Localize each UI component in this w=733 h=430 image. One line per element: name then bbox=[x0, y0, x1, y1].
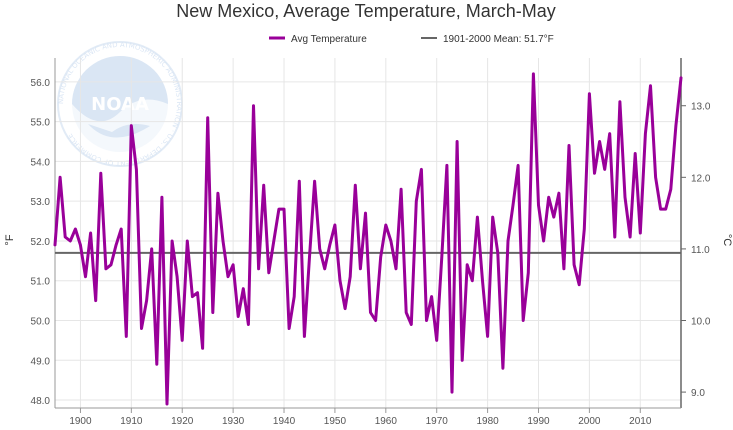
x-tick-label: 2000 bbox=[578, 416, 601, 427]
x-tick-label: 1950 bbox=[324, 416, 347, 427]
y-axis-title-left: °F bbox=[4, 234, 16, 245]
legend-label-mean: 1901-2000 Mean: 51.7°F bbox=[443, 34, 554, 45]
x-tick-label: 1930 bbox=[222, 416, 245, 427]
legend-label-avg-temperature: Avg Temperature bbox=[291, 34, 367, 45]
y-tick-label-left: 53.0 bbox=[31, 197, 51, 208]
y-tick-label-left: 55.0 bbox=[31, 118, 51, 129]
y-tick-label-left: 54.0 bbox=[31, 157, 51, 168]
x-tick-label: 1980 bbox=[476, 416, 499, 427]
y-tick-label-right: 9.0 bbox=[691, 388, 705, 399]
x-tick-label: 1920 bbox=[171, 416, 194, 427]
x-tick-label: 1970 bbox=[426, 416, 449, 427]
y-tick-label-right: 10.0 bbox=[691, 317, 711, 328]
noaa-logo: NOAA NATIONAL OCEANIC AND ATMOSPHERIC AD… bbox=[57, 41, 183, 167]
y-tick-label-left: 48.0 bbox=[31, 396, 51, 407]
y-tick-label-left: 51.0 bbox=[31, 277, 51, 288]
x-tick-label: 1960 bbox=[375, 416, 398, 427]
y-axis-title-right: °C bbox=[721, 234, 733, 246]
y-tick-label-left: 49.0 bbox=[31, 356, 51, 367]
y-tick-label-left: 56.0 bbox=[31, 78, 51, 89]
legend: Avg Temperature 1901-2000 Mean: 51.7°F bbox=[269, 34, 554, 45]
y-tick-label-left: 50.0 bbox=[31, 317, 51, 328]
y-tick-label-right: 13.0 bbox=[691, 102, 711, 113]
y-tick-label-right: 11.0 bbox=[691, 245, 710, 256]
x-tick-label: 1990 bbox=[527, 416, 550, 427]
x-tick-label: 1940 bbox=[273, 416, 296, 427]
y-tick-label-left: 52.0 bbox=[31, 237, 51, 248]
x-tick-label: 2010 bbox=[629, 416, 652, 427]
y-tick-label-right: 12.0 bbox=[691, 173, 711, 184]
noaa-logo-text: NOAA bbox=[91, 94, 149, 115]
x-tick-label: 1900 bbox=[69, 416, 92, 427]
avg-temperature-line bbox=[53, 72, 683, 406]
chart-title: New Mexico, Average Temperature, March-M… bbox=[176, 1, 556, 21]
axes: 48.0 49.0 50.0 51.0 52.0 53.0 54.0 55.0 56.0 1900… bbox=[4, 58, 733, 427]
x-tick-label: 1910 bbox=[120, 416, 143, 427]
plot-area bbox=[53, 72, 683, 406]
